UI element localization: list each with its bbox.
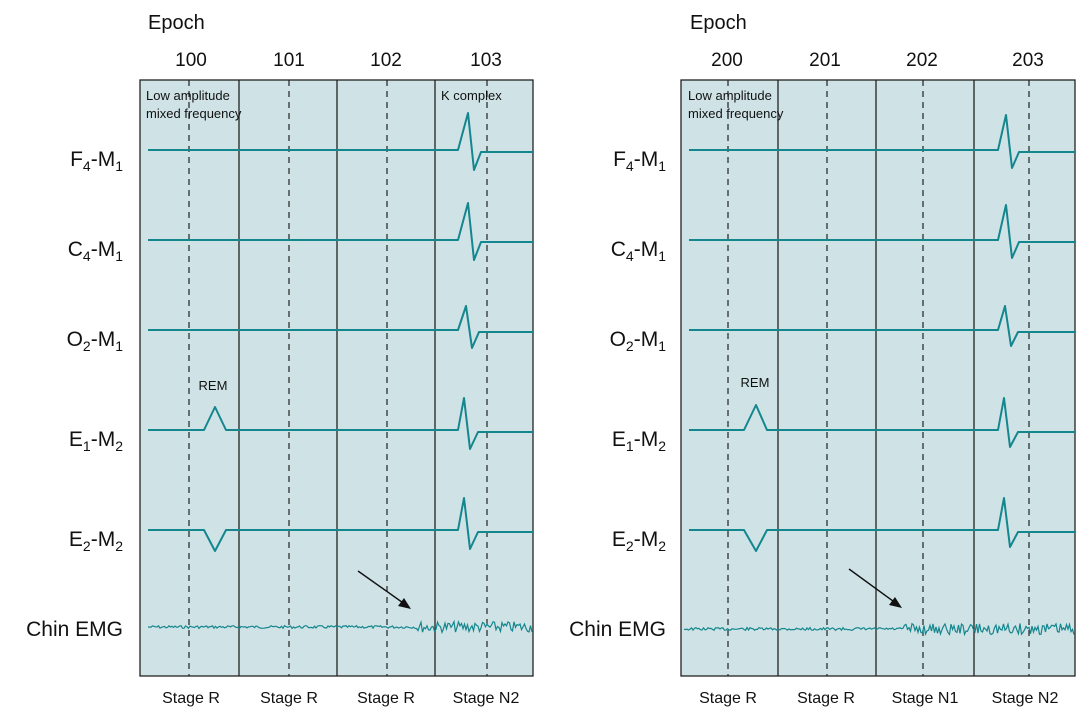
annotation-rem-right: REM xyxy=(741,375,770,390)
annotation-rem-left: REM xyxy=(199,378,228,393)
epoch-label-right-2: 201 xyxy=(809,50,841,71)
trace-o2m1-right xyxy=(689,305,1075,347)
trace-chin-emg-left xyxy=(148,619,533,635)
stage-label-left-1: Stage R xyxy=(162,690,220,707)
channel-label-c4m1-left: C4-M1 xyxy=(68,238,123,264)
epoch-label-right-3: 202 xyxy=(906,50,938,71)
arrow-right-line xyxy=(848,568,898,605)
stage-label-right-1: Stage R xyxy=(699,690,757,707)
channel-label-e2m2-left: E2-M2 xyxy=(69,528,123,554)
arrow-left-head xyxy=(398,598,411,609)
channel-label-e1m2-right: E1-M2 xyxy=(612,428,666,454)
stage-label-right-4: Stage N2 xyxy=(992,690,1059,707)
epoch-label-left-2: 101 xyxy=(273,50,305,71)
arrow-left-line xyxy=(357,570,407,606)
channel-label-f4m1-left: F4-M1 xyxy=(70,148,123,174)
trace-c4m1-left xyxy=(148,202,533,261)
panel-right: Epoch 200 201 202 203 Low amplitude mixe… xyxy=(680,12,1076,707)
trace-e2m2-left xyxy=(148,497,533,552)
annotation-low-amplitude-left-1: Low amplitude xyxy=(146,88,230,103)
annotation-low-amplitude-left-2: mixed frequency xyxy=(146,106,242,121)
channel-label-f4m1-right: F4-M1 xyxy=(613,148,666,174)
annotation-k-complex-left: K complex xyxy=(441,88,502,103)
panel-right-background xyxy=(680,79,1076,677)
trace-e2m2-right xyxy=(689,497,1075,552)
annotation-low-amplitude-right-2: mixed frequency xyxy=(688,106,784,121)
channel-label-o2m1-left: O2-M1 xyxy=(67,328,124,354)
trace-f4m1-left xyxy=(148,112,533,171)
channel-label-e1m2-left: E1-M2 xyxy=(69,428,123,454)
channel-labels-left: F4-M1 C4-M1 O2-M1 E1-M2 E2-M2 Chin EMG xyxy=(26,148,123,641)
epoch-label-left-1: 100 xyxy=(175,50,207,71)
channel-label-chin-emg-right: Chin EMG xyxy=(569,618,666,641)
channel-label-o2m1-right: O2-M1 xyxy=(610,328,667,354)
stage-label-left-2: Stage R xyxy=(260,690,318,707)
trace-c4m1-right xyxy=(689,204,1075,259)
stage-label-left-4: Stage N2 xyxy=(453,690,520,707)
trace-chin-emg-right xyxy=(683,621,1075,637)
epoch-label-right-4: 203 xyxy=(1012,50,1044,71)
trace-o2m1-left xyxy=(148,305,533,349)
channel-label-e2m2-right: E2-M2 xyxy=(612,528,666,554)
channel-label-chin-emg-left: Chin EMG xyxy=(26,618,123,641)
epoch-label-left-4: 103 xyxy=(470,50,502,71)
epoch-title-right: Epoch xyxy=(690,12,747,34)
epoch-label-left-3: 102 xyxy=(370,50,402,71)
channel-label-c4m1-right: C4-M1 xyxy=(611,238,666,264)
panel-left: Epoch 100 101 102 103 Low amplitude mixe… xyxy=(139,12,534,707)
stage-label-right-3: Stage N1 xyxy=(892,690,959,707)
channel-labels-right: F4-M1 C4-M1 O2-M1 E1-M2 E2-M2 Chin EMG xyxy=(569,148,666,641)
stage-label-right-2: Stage R xyxy=(797,690,855,707)
epoch-title-left: Epoch xyxy=(148,12,205,34)
trace-e1m2-right xyxy=(689,397,1075,448)
stage-label-left-3: Stage R xyxy=(357,690,415,707)
epoch-label-right-1: 200 xyxy=(711,50,743,71)
arrow-right-head xyxy=(889,597,902,608)
trace-f4m1-right xyxy=(689,114,1075,169)
annotation-low-amplitude-right-1: Low amplitude xyxy=(688,88,772,103)
trace-e1m2-left xyxy=(148,397,533,450)
